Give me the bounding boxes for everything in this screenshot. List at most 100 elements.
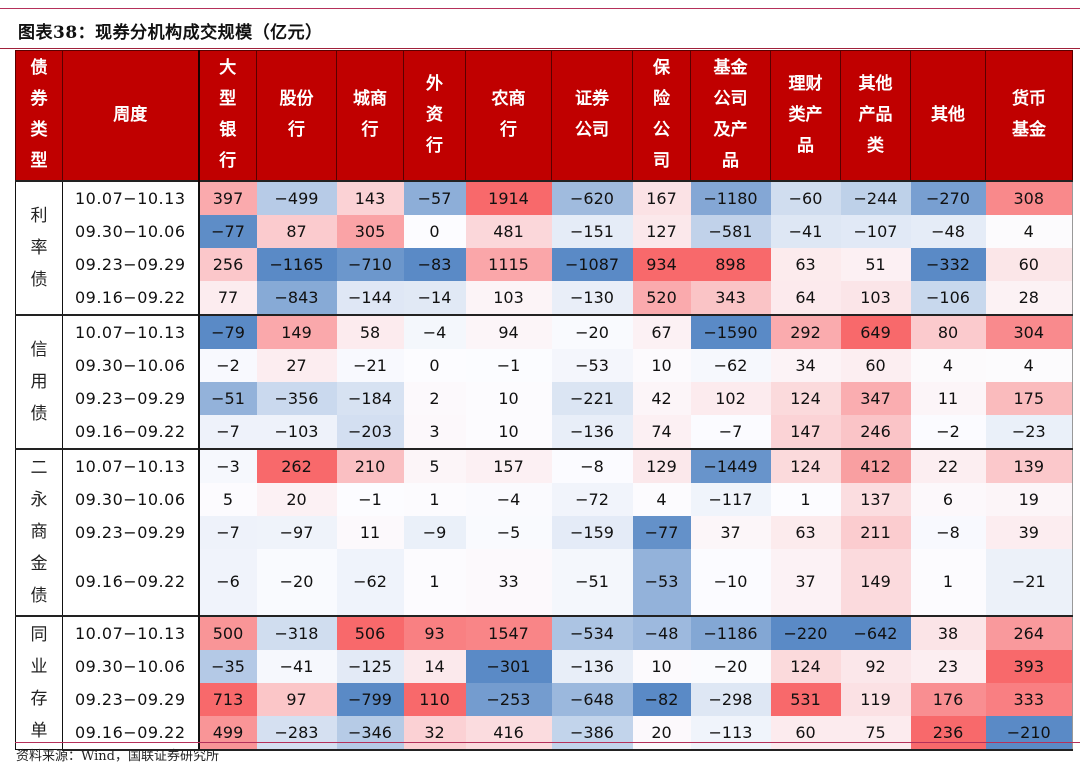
value-cell: −8 bbox=[551, 447, 633, 483]
value-cell: −53 bbox=[551, 348, 633, 382]
value-cell: −77 bbox=[198, 214, 257, 248]
value-cell: −48 bbox=[632, 614, 691, 650]
value-cell: 137 bbox=[840, 482, 911, 516]
value-cell: −386 bbox=[551, 715, 633, 751]
value-cell: −1449 bbox=[690, 447, 771, 483]
table-row: 二永商金债 10.07−10.13 −3 262 210 5 157 −8 129 −1449 12… bbox=[15, 447, 1073, 616]
value-cell: −79 bbox=[198, 313, 257, 349]
header-col: 股份行 bbox=[256, 50, 337, 181]
value-cell: 23 bbox=[910, 649, 986, 683]
value-cell: 127 bbox=[632, 214, 691, 248]
value-cell: −8 bbox=[910, 515, 986, 549]
bond-type-cell: 信用债 bbox=[15, 313, 63, 449]
value-cell: 176 bbox=[910, 682, 986, 716]
value-cell: −125 bbox=[336, 649, 404, 683]
value-cell: 6 bbox=[910, 482, 986, 516]
value-cell: 1914 bbox=[465, 179, 552, 215]
value-cell: −620 bbox=[551, 179, 633, 215]
value-cell: −77 bbox=[632, 515, 691, 549]
value-cell: 506 bbox=[336, 614, 404, 650]
value-cell: 5 bbox=[403, 447, 466, 483]
value-cell: 33 bbox=[465, 548, 552, 616]
value-cell: 246 bbox=[840, 414, 911, 449]
table-row: 09.30−10.06 −35 −41 −125 14 −301 −136 10 −20 124 9… bbox=[16, 649, 1073, 683]
value-cell: −6 bbox=[198, 548, 257, 616]
table-row: 09.16−09.22 −6 −20 −62 1 33 −51 −53 −10 37 149 1 −21 bbox=[16, 548, 1073, 616]
value-cell: −220 bbox=[770, 614, 841, 650]
header-week: 周度 bbox=[62, 50, 200, 181]
value-cell: 500 bbox=[198, 614, 257, 650]
value-cell: −534 bbox=[551, 614, 633, 650]
week-cell: 09.16−09.22 bbox=[62, 548, 200, 616]
table-row: 09.16−09.22 499 −283 −346 32 416 −386 20 −113 60 7… bbox=[16, 715, 1073, 751]
value-cell: 63 bbox=[770, 247, 841, 281]
value-cell: −10 bbox=[690, 548, 771, 616]
value-cell: 60 bbox=[770, 715, 841, 751]
header-col: 外资行 bbox=[403, 50, 466, 181]
value-cell: 520 bbox=[632, 280, 691, 315]
value-cell: 143 bbox=[336, 179, 404, 215]
value-cell: 1 bbox=[910, 548, 986, 616]
value-cell: 124 bbox=[770, 381, 841, 415]
table-row: 09.16−09.22 −7 −103 −203 3 10 −136 74 −7 147 246 −2… bbox=[16, 414, 1073, 449]
value-cell: −184 bbox=[336, 381, 404, 415]
value-cell: 305 bbox=[336, 214, 404, 248]
value-cell: 531 bbox=[770, 682, 841, 716]
value-cell: 39 bbox=[985, 515, 1073, 549]
header-col: 城商行 bbox=[336, 50, 404, 181]
value-cell: 256 bbox=[198, 247, 257, 281]
value-cell: −60 bbox=[770, 179, 841, 215]
title-rule bbox=[0, 48, 1080, 49]
value-cell: 119 bbox=[840, 682, 911, 716]
value-cell: −103 bbox=[256, 414, 337, 449]
value-cell: 19 bbox=[985, 482, 1073, 516]
value-cell: 27 bbox=[256, 348, 337, 382]
table-row: 09.23−09.29 256 −1165 −710 −83 1115 −1087 934 89… bbox=[16, 247, 1073, 281]
week-cell: 09.23−09.29 bbox=[62, 682, 200, 716]
value-cell: 481 bbox=[465, 214, 552, 248]
week-cell: 10.07−10.13 bbox=[62, 447, 200, 483]
value-cell: −97 bbox=[256, 515, 337, 549]
value-cell: 94 bbox=[465, 313, 552, 349]
value-cell: 210 bbox=[336, 447, 404, 483]
value-cell: −9 bbox=[403, 515, 466, 549]
table-row: 09.30−10.06 −2 27 −21 0 −1 −53 10 −62 34 60 4 4 bbox=[16, 348, 1073, 382]
week-cell: 09.16−09.22 bbox=[62, 715, 200, 751]
value-cell: 103 bbox=[840, 280, 911, 315]
value-cell: −20 bbox=[690, 649, 771, 683]
table-body: 利率债 10.07−10.13 397 −499 143 −57 1914 −620 167 −1… bbox=[15, 179, 1073, 751]
value-cell: −1186 bbox=[690, 614, 771, 650]
table-row: 09.23−09.29 −51 −356 −184 2 10 −221 42 102 124 347… bbox=[16, 381, 1073, 415]
value-cell: 10 bbox=[465, 414, 552, 449]
week-cell: 10.07−10.13 bbox=[62, 614, 200, 650]
value-cell: 2 bbox=[403, 381, 466, 415]
table-row: 09.23−09.29 −7 −97 11 −9 −5 −159 −77 37 63 211 −8 39 bbox=[16, 515, 1073, 549]
value-cell: −35 bbox=[198, 649, 257, 683]
value-cell: 11 bbox=[336, 515, 404, 549]
week-cell: 09.23−09.29 bbox=[62, 515, 200, 549]
value-cell: 347 bbox=[840, 381, 911, 415]
value-cell: 264 bbox=[985, 614, 1073, 650]
value-cell: 157 bbox=[465, 447, 552, 483]
header-col: 其他 bbox=[910, 50, 986, 181]
value-cell: −48 bbox=[910, 214, 986, 248]
value-cell: −332 bbox=[910, 247, 986, 281]
value-cell: −23 bbox=[985, 414, 1073, 449]
value-cell: 934 bbox=[632, 247, 691, 281]
week-cell: 09.30−10.06 bbox=[62, 214, 200, 248]
value-cell: −318 bbox=[256, 614, 337, 650]
header-col: 大型银行 bbox=[198, 50, 257, 181]
value-cell: 4 bbox=[910, 348, 986, 382]
week-cell: 10.07−10.13 bbox=[62, 179, 200, 215]
value-cell: −51 bbox=[551, 548, 633, 616]
value-cell: 75 bbox=[840, 715, 911, 751]
value-cell: −210 bbox=[985, 715, 1073, 751]
value-cell: 3 bbox=[403, 414, 466, 449]
value-cell: −72 bbox=[551, 482, 633, 516]
value-cell: 236 bbox=[910, 715, 986, 751]
value-cell: 4 bbox=[985, 214, 1073, 248]
value-cell: 10 bbox=[632, 649, 691, 683]
value-cell: −710 bbox=[336, 247, 404, 281]
value-cell: −3 bbox=[198, 447, 257, 483]
value-cell: 20 bbox=[632, 715, 691, 751]
